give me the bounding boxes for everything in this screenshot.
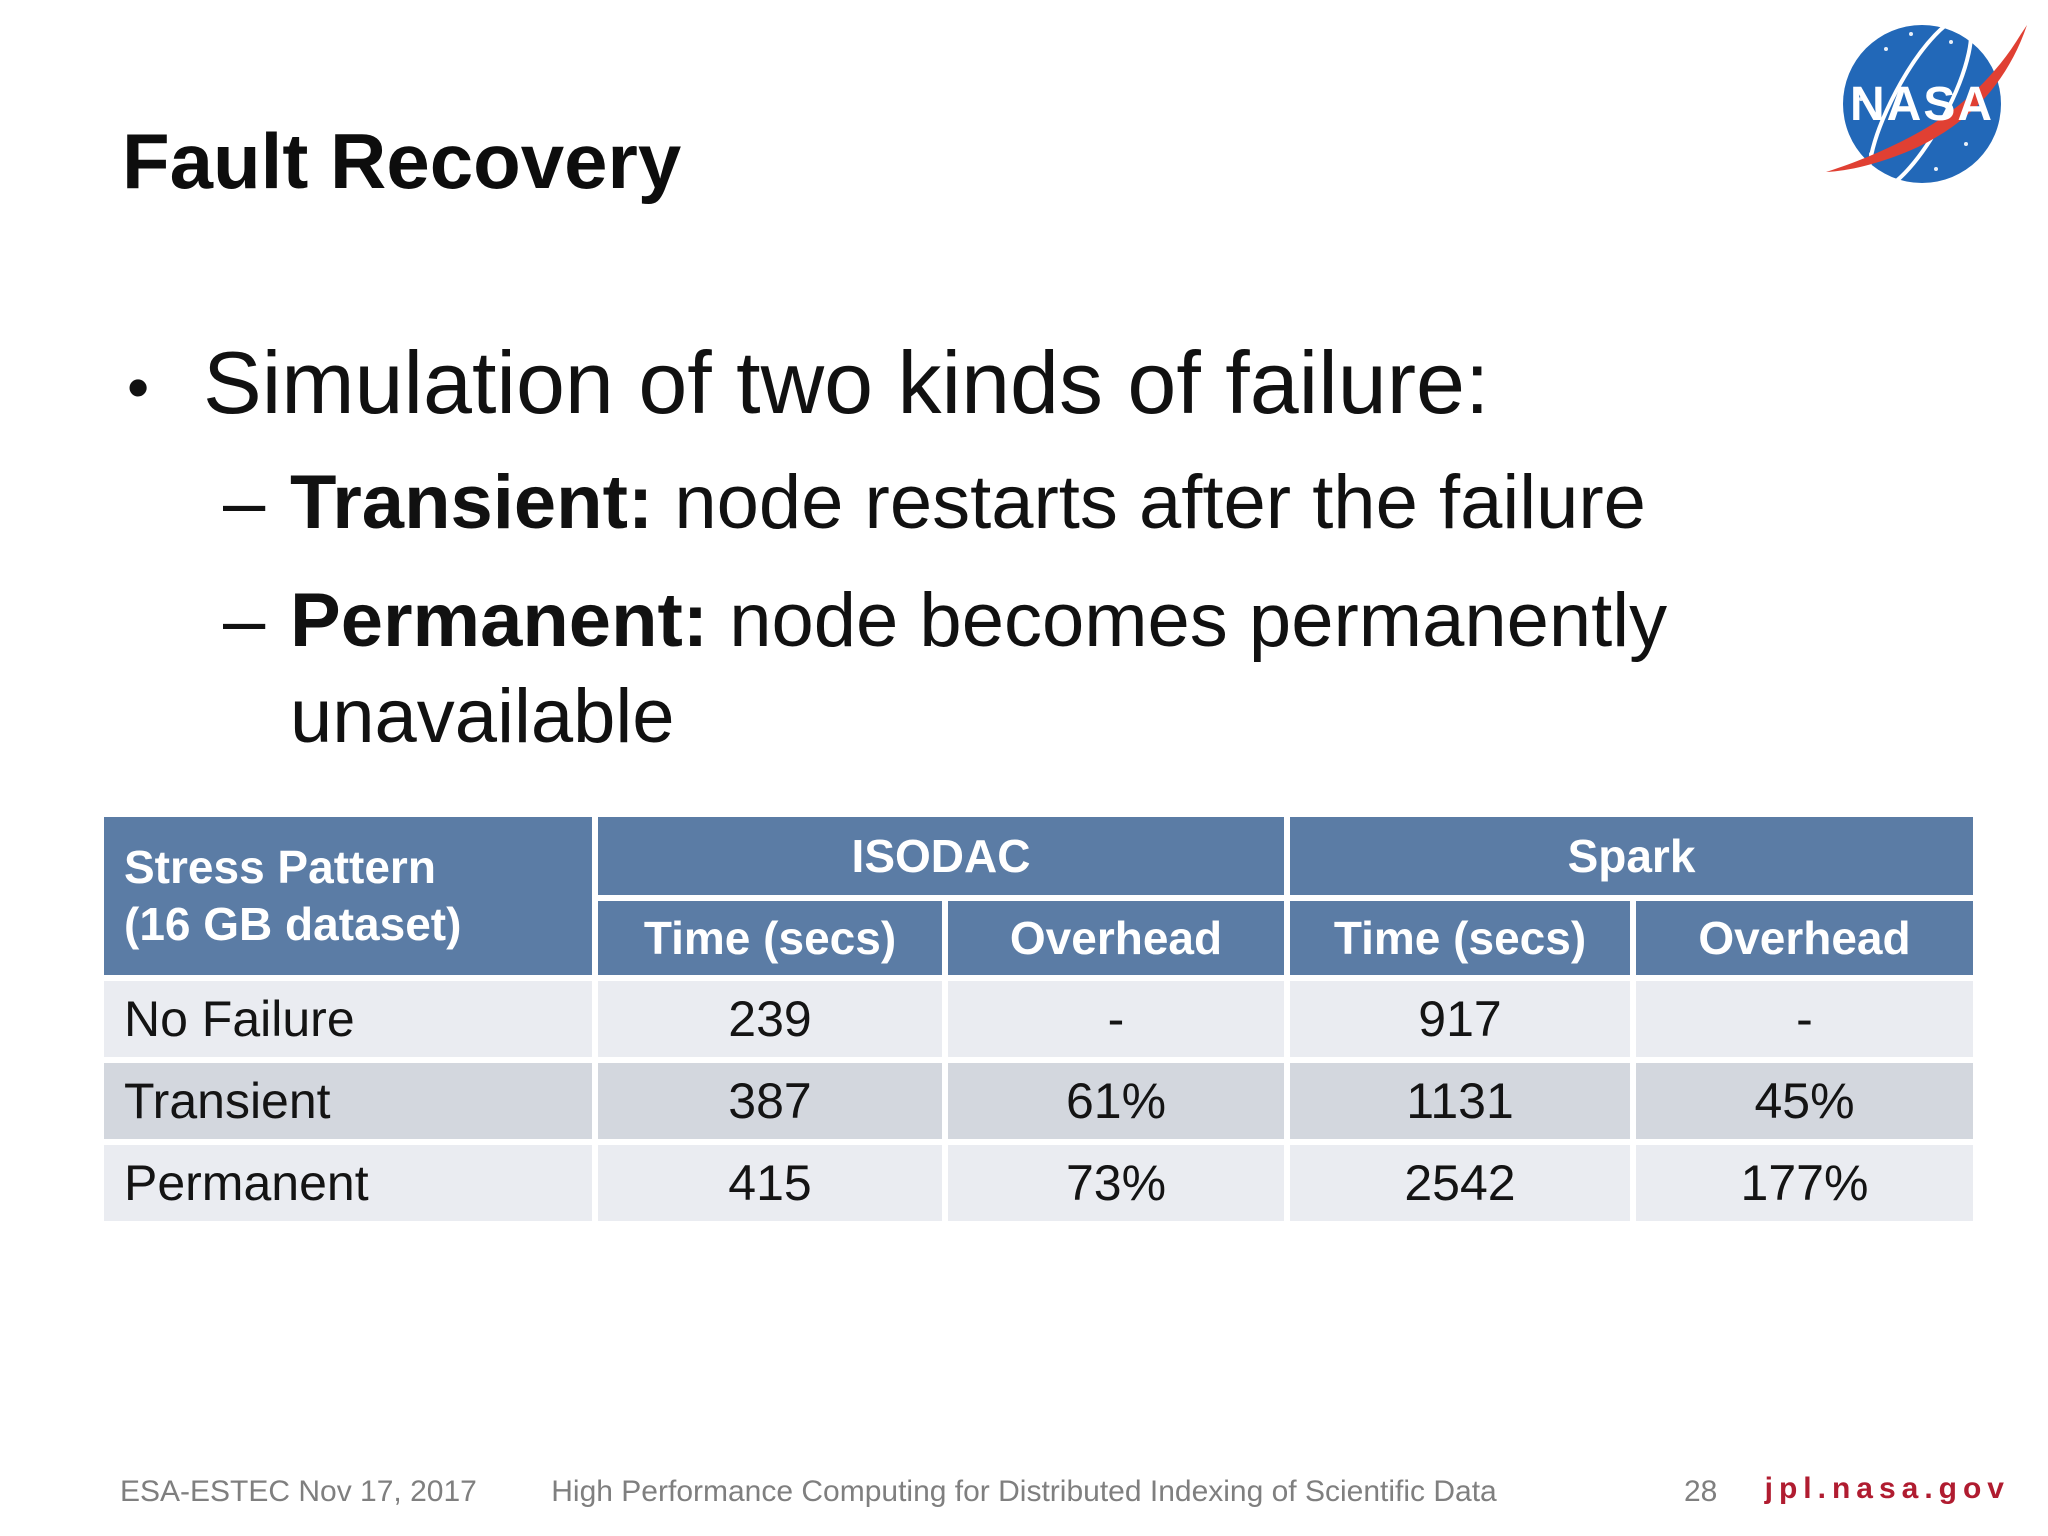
- bullet-main: • Simulation of two kinds of failure:: [127, 330, 1489, 436]
- table-row-label: Transient: [104, 1063, 592, 1139]
- footer-event-date: ESA-ESTEC Nov 17, 2017: [120, 1475, 477, 1508]
- table-subheader-isodac-overhead: Overhead: [948, 901, 1284, 975]
- table-cell-spark-time: 917: [1290, 981, 1630, 1057]
- results-table: Stress Pattern (16 GB dataset) ISODAC Sp…: [104, 817, 1973, 1221]
- dash-marker-icon: –: [223, 460, 266, 545]
- table-row-label: No Failure: [104, 981, 592, 1057]
- bullet-marker-icon: •: [127, 353, 150, 424]
- table-cell-isodac-overhead: -: [948, 981, 1284, 1057]
- nasa-logo-icon: NASA: [1826, 16, 2027, 192]
- footer-jpl-url: jpl.nasa.gov: [1764, 1472, 2010, 1505]
- bullet-sub-permanent-term: Permanent:: [290, 578, 709, 663]
- corner-header-line1: Stress Pattern: [124, 840, 436, 893]
- slide-title: Fault Recovery: [122, 117, 682, 205]
- bullet-sub-transient-text: node restarts after the failure: [653, 460, 1646, 545]
- nasa-logo-sphere: [1843, 25, 2001, 183]
- table-cell-spark-overhead: 45%: [1636, 1063, 1973, 1139]
- bullet-sub-permanent-text: node becomes permanently unavailable: [290, 578, 1668, 759]
- footer-page-number: 28: [1684, 1475, 1718, 1508]
- bullet-sub-transient: – Transient: node restarts after the fail…: [223, 455, 1910, 551]
- table-cell-isodac-time: 415: [598, 1145, 942, 1221]
- table-group-header-isodac: ISODAC: [598, 817, 1284, 895]
- table-cell-isodac-time: 239: [598, 981, 942, 1057]
- bullet-sub-transient-term: Transient:: [290, 460, 654, 545]
- bullet-sub-permanent: – Permanent: node becomes permanently una…: [223, 573, 1750, 765]
- dash-marker-icon: –: [223, 578, 266, 663]
- table-cell-isodac-overhead: 73%: [948, 1145, 1284, 1221]
- table-group-header-spark: Spark: [1290, 817, 1973, 895]
- nasa-logo-wordmark: NASA: [1850, 78, 1994, 131]
- table-subheader-spark-overhead: Overhead: [1636, 901, 1973, 975]
- nasa-logo-swoosh: [1826, 25, 2027, 172]
- table-cell-spark-time: 1131: [1290, 1063, 1630, 1139]
- bullet-main-text: Simulation of two kinds of failure:: [203, 333, 1490, 432]
- table-cell-isodac-overhead: 61%: [948, 1063, 1284, 1139]
- footer-presentation-title: High Performance Computing for Distribut…: [551, 1475, 1497, 1508]
- table-subheader-spark-time: Time (secs): [1290, 901, 1630, 975]
- table-cell-spark-overhead: 177%: [1636, 1145, 1973, 1221]
- table-cell-isodac-time: 387: [598, 1063, 942, 1139]
- table-cell-spark-overhead: -: [1636, 981, 1973, 1057]
- table-corner-header: Stress Pattern (16 GB dataset): [104, 817, 592, 975]
- table-row-label: Permanent: [104, 1145, 592, 1221]
- table-cell-spark-time: 2542: [1290, 1145, 1630, 1221]
- corner-header-line2: (16 GB dataset): [124, 898, 462, 950]
- table-subheader-isodac-time: Time (secs): [598, 901, 942, 975]
